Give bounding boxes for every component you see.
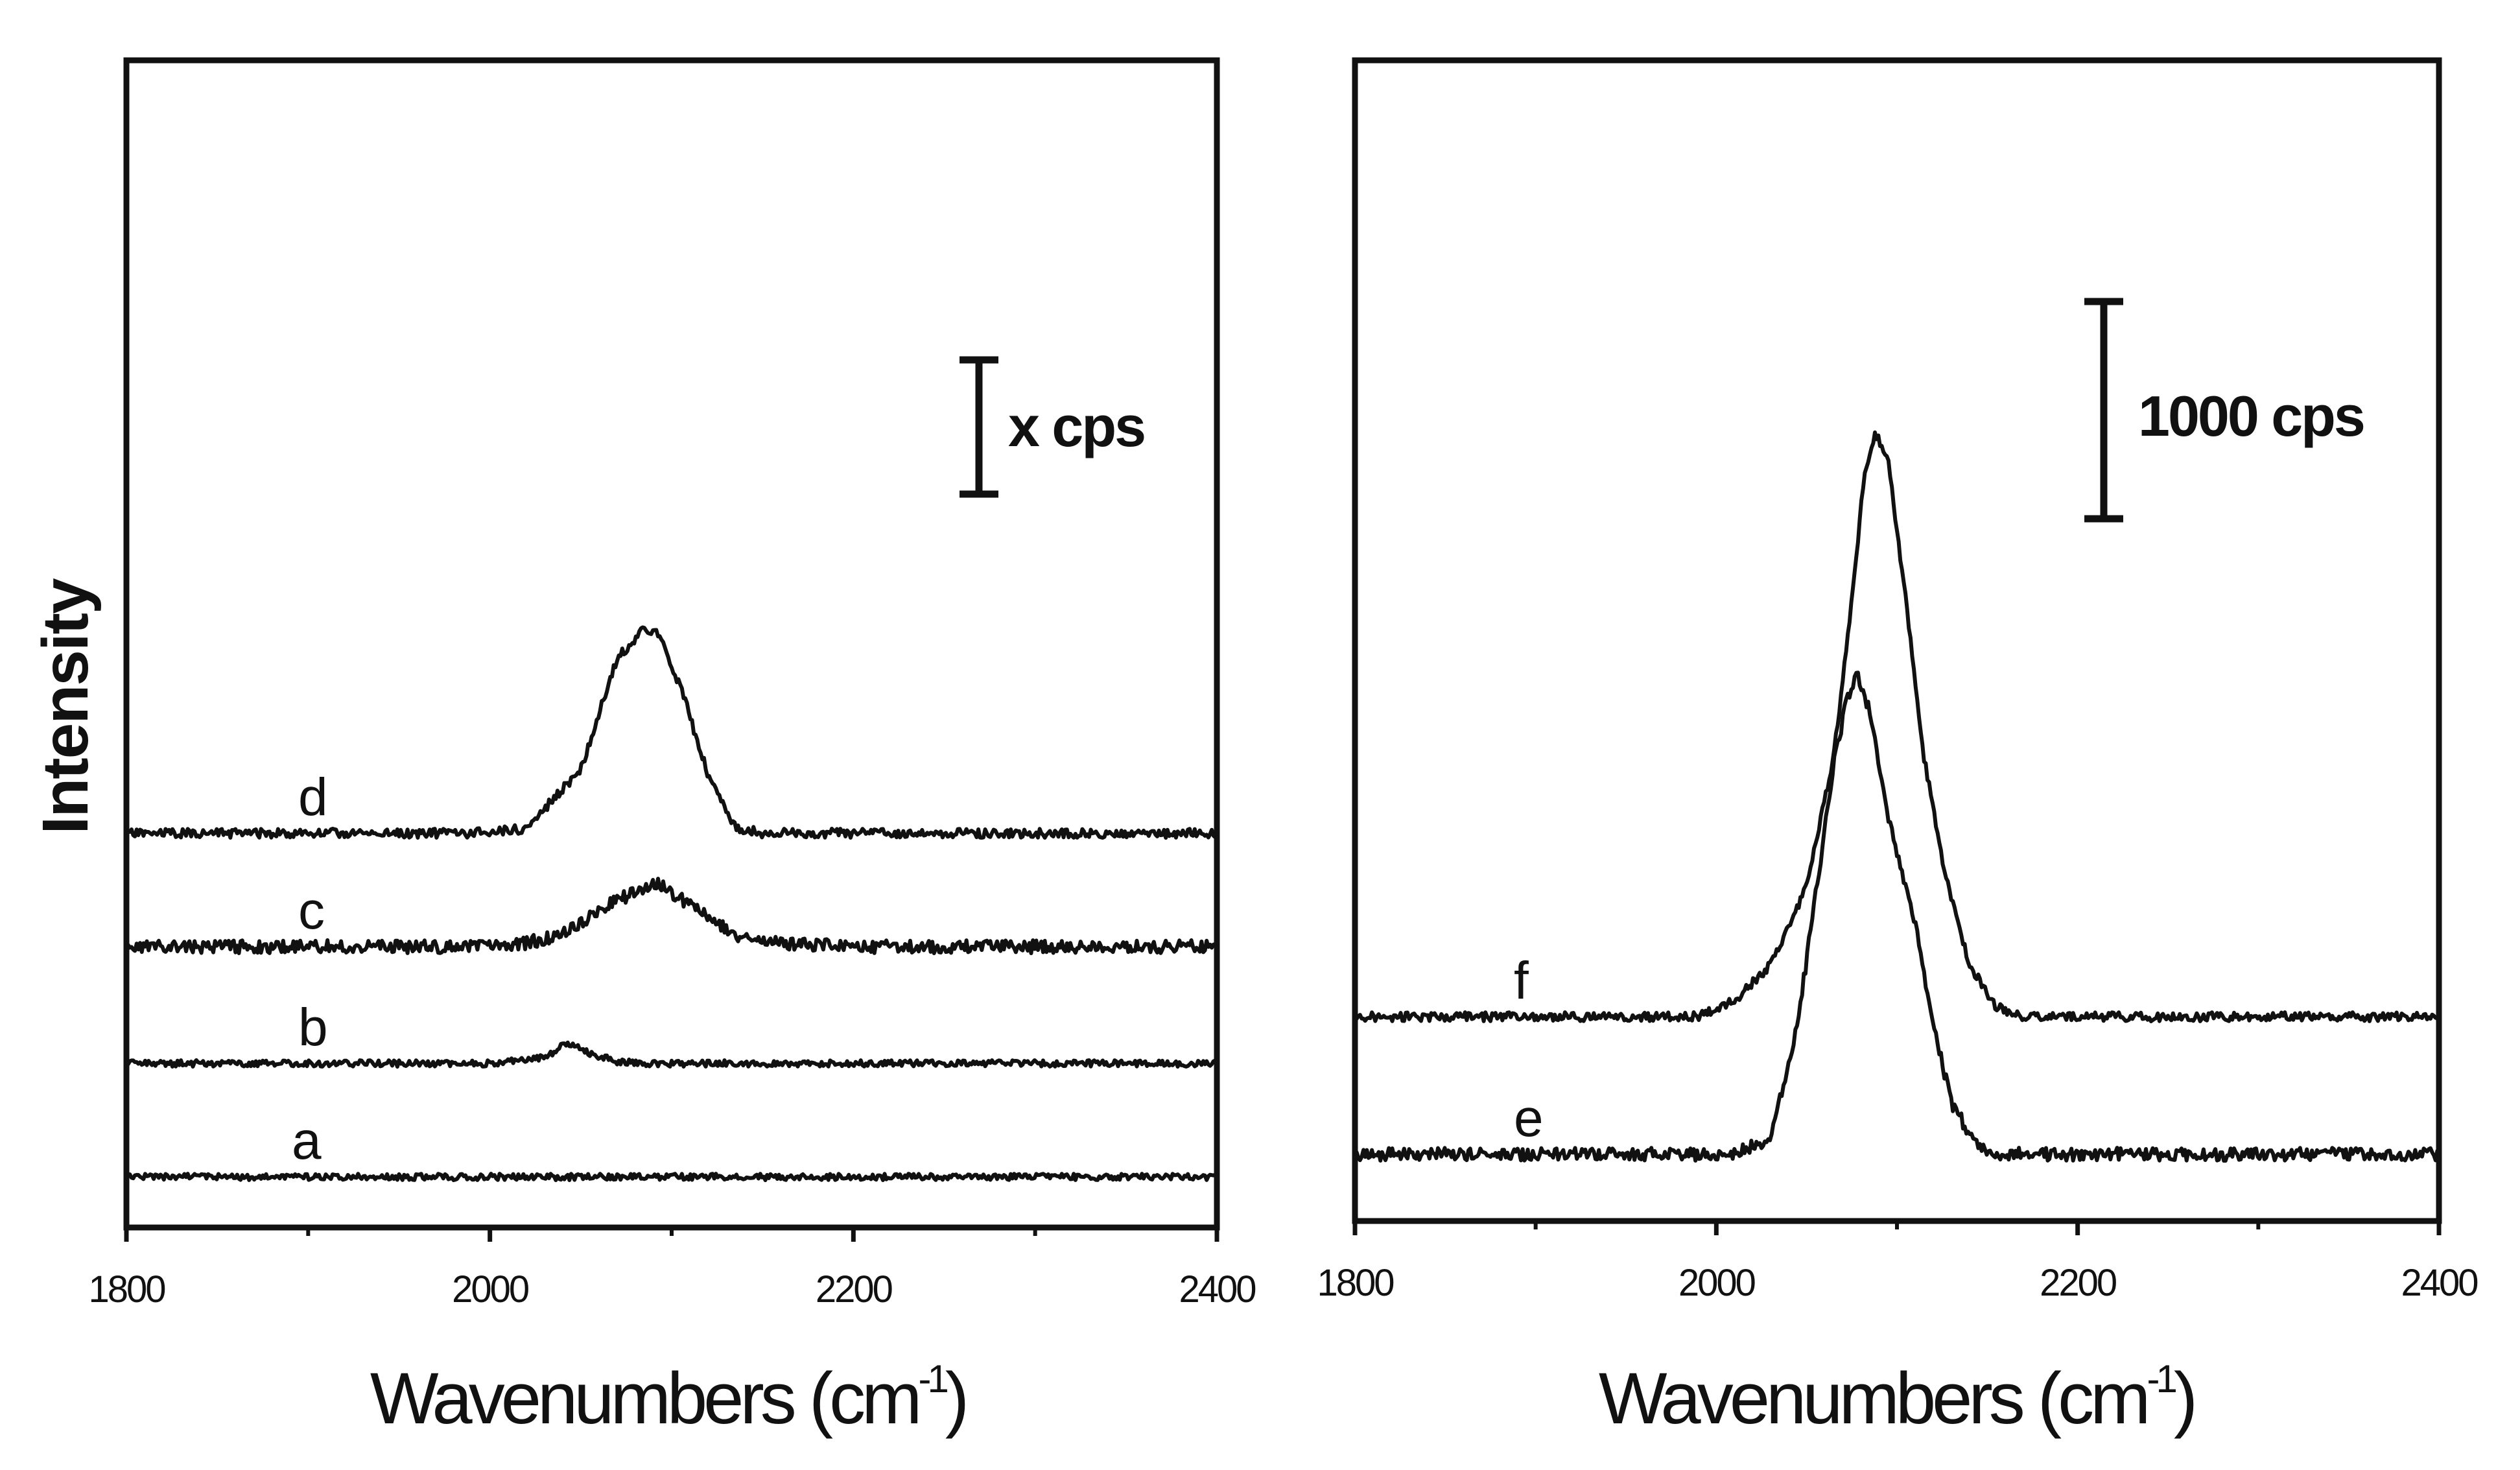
left-series-c [124, 877, 1219, 955]
right-x-tick-label: 2200 [2040, 1262, 2116, 1304]
left-series-d [126, 625, 1219, 840]
left-series-a [125, 1172, 1219, 1182]
left-x-axis-label: Wavenumbers (cm-1) [370, 1357, 965, 1439]
left-x-axis-label-sup: -1 [918, 1357, 947, 1401]
right-x-axis-label-main: Wavenumbers (cm [1599, 1358, 2147, 1439]
right-x-ticks [1352, 1221, 2442, 1235]
left-series-label-b: b [298, 998, 328, 1057]
left-series-label-c: c [298, 881, 325, 940]
right-scale-bar: 1000 cps [2084, 298, 2366, 523]
right-x-tick-labels: 1800 2000 2200 2400 [1317, 1262, 2479, 1304]
left-x-axis-label-close: ) [945, 1358, 965, 1439]
right-scale-bar-label: 1000 cps [2138, 384, 2364, 448]
left-series-label-a: a [292, 1111, 322, 1170]
left-x-axis-label-main: Wavenumbers (cm [370, 1358, 919, 1439]
left-plot-frame [123, 57, 1220, 1231]
right-series-label-f: f [1514, 951, 1529, 1010]
left-x-ticks [124, 1227, 1219, 1242]
left-x-tick-labels: 1800 2000 2200 2400 [88, 1268, 1257, 1310]
right-x-tick-label: 2000 [1678, 1262, 1755, 1304]
right-series-e [1354, 670, 2441, 1163]
right-series-f [1353, 430, 2441, 1023]
right-series-labels: fe [1514, 951, 1544, 1148]
right-plot-frame [1352, 57, 2442, 1224]
right-panel: 1800 2000 2200 2400 fe 1000 cps Wavenumbers… [1317, 57, 2479, 1439]
right-series-group [1353, 430, 2441, 1163]
right-x-axis-label-close: ) [2174, 1358, 2194, 1439]
left-scale-bar: x cps [960, 356, 1146, 498]
right-x-axis-label-sup: -1 [2147, 1357, 2176, 1401]
right-x-tick-label: 1800 [1317, 1262, 1393, 1304]
right-series-label-e: e [1514, 1089, 1544, 1148]
left-series-b [124, 1040, 1219, 1069]
left-x-tick-label: 2000 [452, 1268, 528, 1310]
right-x-tick-label: 2400 [2401, 1262, 2477, 1304]
left-scale-bar-label: x cps [1008, 394, 1144, 458]
left-series-group [124, 625, 1219, 1182]
left-series-label-d: d [298, 768, 328, 827]
left-x-tick-label: 2400 [1179, 1268, 1255, 1310]
left-y-axis-label: Intensity [29, 578, 102, 835]
right-x-axis-label: Wavenumbers (cm-1) [1599, 1357, 2194, 1439]
left-x-tick-label: 1800 [88, 1268, 165, 1310]
left-x-tick-label: 2200 [816, 1268, 892, 1310]
